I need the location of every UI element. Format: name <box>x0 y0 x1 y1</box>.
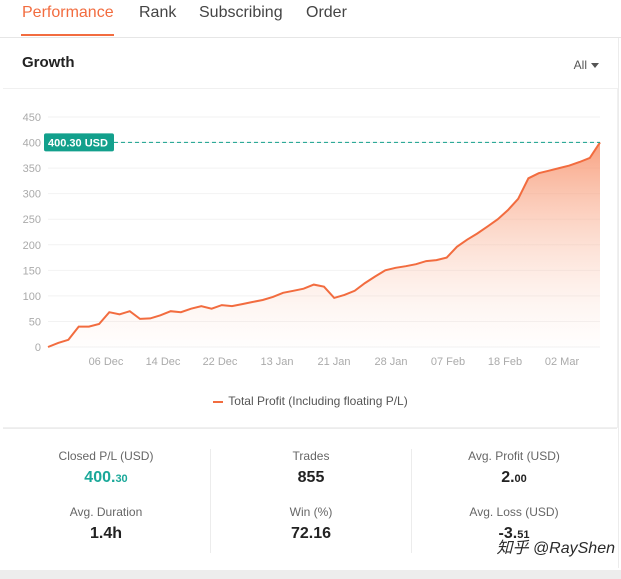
y-tick-label: 350 <box>23 163 41 175</box>
y-tick-label: 0 <box>35 342 41 354</box>
caret-down-icon <box>591 63 599 69</box>
y-tick-label: 200 <box>23 240 41 252</box>
chart-container <box>3 88 618 428</box>
bottom-scroll-area <box>0 570 621 579</box>
stats-col-2: Trades 855 Win (%) 72.16 <box>210 449 412 553</box>
win-label: Win (%) <box>289 505 333 519</box>
x-tick-label: 21 Jan <box>317 356 350 368</box>
x-tick-label: 13 Jan <box>260 356 293 368</box>
stats-col-3: Avg. Profit (USD) 2.00 Avg. Loss (USD) -… <box>414 449 614 547</box>
section-title: Growth <box>22 54 75 71</box>
growth-chart: 0 50 100 150 200 250 300 350 400 450 06 Dec 14 Dec… <box>23 112 601 368</box>
x-tick-label: 14 Dec <box>146 356 181 368</box>
profit-area <box>48 142 600 347</box>
tab-subscribing[interactable]: Subscribing <box>199 4 283 21</box>
avg-profit-label: Avg. Profit (USD) <box>468 449 560 463</box>
trades-value: 855 <box>297 469 325 486</box>
closed-pl-label: Closed P/L (USD) <box>58 449 154 463</box>
y-tick-label: 250 <box>23 214 41 226</box>
avg-profit-value: 2.00 <box>501 469 527 486</box>
current-value-marker: 400.30 USD <box>44 133 114 152</box>
profit-line <box>47 141 601 348</box>
avg-loss-value: -3.51 <box>498 525 530 542</box>
avg-loss-label: Avg. Loss (USD) <box>469 505 559 519</box>
win-value: 72.16 <box>290 525 332 542</box>
range-value: All <box>573 58 587 72</box>
x-tick-label: 18 Feb <box>488 356 522 368</box>
avg-duration-label: Avg. Duration <box>69 505 143 519</box>
active-tab-indicator <box>21 34 114 36</box>
chart-legend[interactable]: Total Profit (Including floating P/L) <box>0 394 621 408</box>
tab-order[interactable]: Order <box>306 4 347 21</box>
y-tick-label: 450 <box>23 112 41 124</box>
y-tick-label: 400 <box>23 138 41 150</box>
closed-pl-value: 400.30 <box>84 469 128 486</box>
stats-grid: Closed P/L (USD) 400.30 Avg. Duration 1.… <box>3 428 617 569</box>
tab-rank[interactable]: Rank <box>139 4 177 21</box>
x-tick-label: 28 Jan <box>374 356 407 368</box>
y-tick-label: 300 <box>23 189 41 201</box>
trades-label: Trades <box>292 449 330 463</box>
x-tick-label: 02 Mar <box>545 356 580 368</box>
x-tick-label: 07 Feb <box>431 356 465 368</box>
range-dropdown[interactable]: All <box>574 58 599 72</box>
y-tick-label: 150 <box>23 265 41 277</box>
tab-bar: Performance Rank Subscribing Order <box>0 0 621 38</box>
x-tick-label: 06 Dec <box>89 356 124 368</box>
x-tick-label: 22 Dec <box>203 356 238 368</box>
current-value-label: 400.30 USD <box>48 137 108 149</box>
avg-duration-value: 1.4h <box>89 525 122 542</box>
y-tick-label: 100 <box>23 291 41 303</box>
tab-performance[interactable]: Performance <box>22 4 114 21</box>
stats-col-1: Closed P/L (USD) 400.30 Avg. Duration 1.… <box>6 449 206 547</box>
watermark: 知乎 @RayShen <box>496 540 615 557</box>
legend-label: Total Profit (Including floating P/L) <box>228 394 408 408</box>
legend-swatch <box>213 400 224 403</box>
growth-panel <box>0 38 619 568</box>
y-tick-label: 50 <box>29 316 41 328</box>
